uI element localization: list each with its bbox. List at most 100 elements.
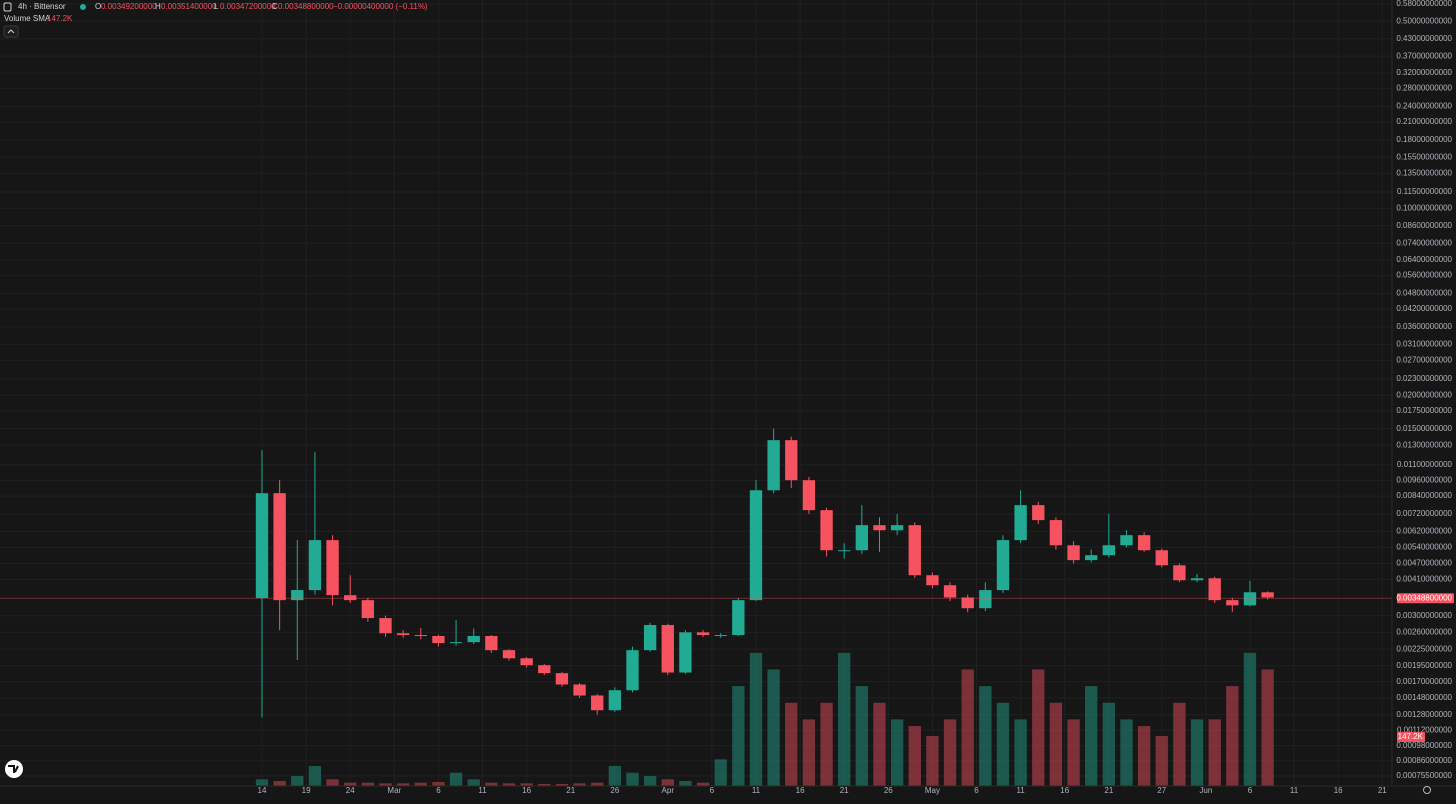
candle-body bbox=[890, 525, 904, 531]
y-tick-label: 0.28000000000 bbox=[1396, 84, 1452, 93]
candle-body bbox=[714, 635, 727, 637]
ohlc-value: 0.00347200000 bbox=[220, 2, 276, 11]
candle-body bbox=[485, 635, 498, 651]
x-tick-label: Jun bbox=[1199, 786, 1212, 795]
candle-body bbox=[996, 540, 1010, 591]
candle-body bbox=[291, 590, 304, 601]
x-tick-label: Apr bbox=[662, 786, 675, 795]
volume-bar bbox=[326, 779, 339, 786]
ohlc-letter: C bbox=[272, 2, 278, 11]
candle-body bbox=[679, 632, 692, 673]
y-tick-label: 0.01750000000 bbox=[1396, 406, 1452, 415]
logo[interactable] bbox=[5, 760, 23, 778]
settings-icon[interactable] bbox=[1423, 786, 1431, 794]
x-tick-label: 21 bbox=[566, 786, 575, 795]
volume-bar bbox=[1208, 719, 1221, 786]
volume-bar bbox=[255, 779, 269, 786]
x-tick-label: 11 bbox=[1290, 786, 1299, 795]
x-tick-label: May bbox=[925, 786, 940, 795]
volume-bar bbox=[961, 669, 974, 786]
x-tick-label: 6 bbox=[710, 786, 715, 795]
ohlc-letter: H bbox=[155, 2, 161, 11]
x-tick-label: 27 bbox=[1157, 786, 1166, 795]
y-tick-label: 0.24000000000 bbox=[1396, 102, 1452, 111]
y-tick-label: 0.00086000000 bbox=[1396, 756, 1452, 765]
candle-body bbox=[608, 690, 622, 711]
volume-bar bbox=[820, 702, 833, 786]
settings-button[interactable] bbox=[1423, 786, 1431, 794]
y-tick-label: 0.00410000000 bbox=[1396, 575, 1452, 584]
logo-mark[interactable] bbox=[8, 765, 19, 773]
y-tick-label: 0.00098000000 bbox=[1396, 741, 1452, 750]
volume-bar bbox=[873, 702, 886, 786]
volume-bar bbox=[1155, 736, 1168, 786]
candle-body bbox=[1261, 592, 1274, 598]
candle-body bbox=[1032, 505, 1045, 521]
ohlc-value: 0.00348800000 bbox=[278, 2, 334, 11]
collapse-button-box[interactable] bbox=[3, 25, 19, 38]
x-tick-label: 19 bbox=[302, 786, 311, 795]
candle-body bbox=[838, 550, 851, 552]
x-tick-label: 6 bbox=[1248, 786, 1253, 795]
volume-bar bbox=[414, 782, 427, 786]
volume-bar bbox=[573, 783, 586, 786]
volume-bar bbox=[432, 782, 445, 786]
candle-body bbox=[1102, 545, 1116, 556]
volume-bar bbox=[890, 719, 904, 786]
market-status bbox=[80, 4, 86, 10]
candle-body bbox=[555, 673, 569, 685]
candle-body bbox=[502, 650, 516, 659]
y-tick-label: 0.04200000000 bbox=[1396, 304, 1452, 313]
candle-body bbox=[255, 493, 269, 599]
y-tick-label: 0.02300000000 bbox=[1396, 374, 1452, 383]
candle-body bbox=[414, 635, 427, 637]
volume-bar bbox=[714, 759, 727, 786]
candle-body bbox=[1120, 535, 1133, 546]
volume-bar bbox=[1049, 702, 1063, 786]
candle-body bbox=[344, 595, 357, 601]
volume-bar bbox=[591, 782, 604, 786]
last-price-badge bbox=[1397, 593, 1454, 604]
x-tick-label: 26 bbox=[610, 786, 619, 795]
volume-bar bbox=[979, 686, 992, 786]
candle-body bbox=[873, 525, 886, 531]
candle-body bbox=[626, 650, 639, 691]
candle-body bbox=[732, 600, 745, 636]
candle-body bbox=[432, 635, 445, 644]
y-tick-label: 0.00960000000 bbox=[1396, 476, 1452, 485]
volume-bar bbox=[485, 782, 498, 786]
volume-bar bbox=[626, 772, 639, 786]
y-tick-label: 0.32000000000 bbox=[1396, 68, 1452, 77]
candle-body bbox=[926, 575, 939, 586]
volume-bar bbox=[379, 783, 392, 786]
candle-body bbox=[449, 642, 463, 644]
y-tick-label: 0.10000000000 bbox=[1396, 203, 1452, 212]
x-tick-label: 6 bbox=[974, 786, 979, 795]
volume-bar bbox=[1261, 669, 1274, 786]
ohlc-value: 0.00351400000 bbox=[161, 2, 217, 11]
collapse-button[interactable] bbox=[3, 25, 19, 38]
candle-body bbox=[1190, 578, 1204, 581]
volume-sma-badge bbox=[1397, 731, 1425, 742]
x-tick-label: 16 bbox=[796, 786, 805, 795]
candle-body bbox=[308, 540, 322, 591]
y-tick-label: 0.00540000000 bbox=[1396, 543, 1452, 552]
x-tick-label: 16 bbox=[522, 786, 531, 795]
y-tick-label: 0.00195000000 bbox=[1396, 661, 1452, 670]
y-tick-label: 0.00260000000 bbox=[1396, 627, 1452, 636]
x-tick-label: 16 bbox=[1334, 786, 1343, 795]
volume-bar bbox=[1226, 686, 1239, 786]
volume-bar bbox=[1243, 652, 1257, 786]
candle-body bbox=[1137, 535, 1151, 551]
volume-bar bbox=[1137, 726, 1151, 786]
y-tick-label: 0.11500000000 bbox=[1397, 187, 1453, 196]
x-tick-label: 11 bbox=[752, 786, 761, 795]
x-tick-label: 11 bbox=[1016, 786, 1025, 795]
y-tick-label: 0.08600000000 bbox=[1396, 221, 1452, 230]
collapse-icon[interactable] bbox=[7, 29, 15, 34]
volume-bar bbox=[308, 766, 322, 786]
